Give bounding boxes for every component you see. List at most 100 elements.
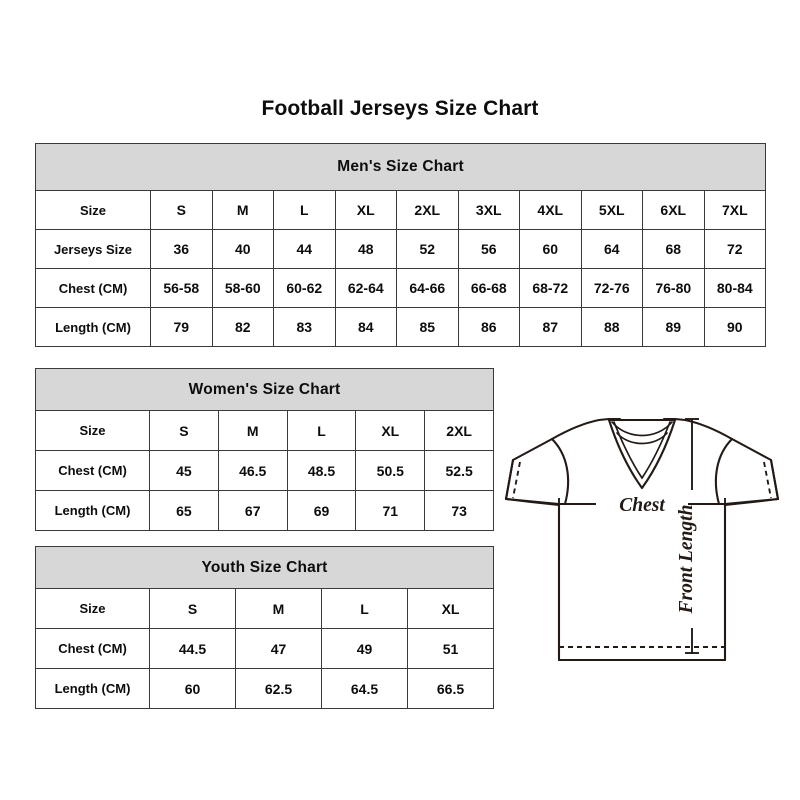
column-header-2xl: 2XL	[396, 190, 459, 230]
column-header-6xl: 6XL	[642, 190, 705, 230]
cell-length-l: 64.5	[321, 668, 408, 709]
cell-length-5xl: 88	[580, 307, 643, 347]
cell-chest-l: 49	[321, 628, 408, 669]
cell-jerseys-size-4xl: 60	[519, 229, 582, 269]
cell-length-7xl: 90	[703, 307, 767, 347]
cell-chest-6xl: 76-80	[642, 268, 705, 308]
row-label-length: Length (CM)	[35, 668, 150, 709]
mens-size-chart-table: Men's Size Chart Size S M L XL 2XL 3XL 4…	[34, 143, 767, 347]
cell-chest-xl: 62-64	[334, 268, 397, 308]
column-header-xl: XL	[334, 190, 397, 230]
cell-jerseys-size-m: 40	[211, 229, 274, 269]
row-label-chest: Chest (CM)	[35, 628, 150, 669]
column-header-l: L	[321, 588, 408, 629]
column-header-xl: XL	[406, 588, 495, 629]
cell-length-xl: 84	[334, 307, 397, 347]
youth-size-chart-table: Youth Size Chart Size S M L XL Chest (CM…	[34, 546, 495, 709]
cell-length-l: 69	[286, 490, 357, 531]
cell-length-3xl: 86	[457, 307, 520, 347]
row-label-length: Length (CM)	[35, 490, 150, 531]
cell-jerseys-size-2xl: 52	[396, 229, 459, 269]
youth-table-caption: Youth Size Chart	[34, 546, 495, 589]
row-label-jerseys-size: Jerseys Size	[35, 229, 151, 269]
cell-jerseys-size-xl: 48	[334, 229, 397, 269]
column-header-xl: XL	[355, 410, 426, 451]
column-header-size: Size	[35, 410, 150, 451]
cell-length-xl: 71	[355, 490, 426, 531]
table-header-row: Size S M L XL 2XL 3XL 4XL 5XL 6XL 7XL	[35, 190, 767, 230]
column-header-3xl: 3XL	[457, 190, 520, 230]
chest-measure-label: Chest	[619, 495, 665, 516]
cell-length-6xl: 89	[642, 307, 705, 347]
womens-table-caption: Women's Size Chart	[34, 368, 495, 411]
cell-jerseys-size-l: 44	[273, 229, 336, 269]
cell-length-2xl: 85	[396, 307, 459, 347]
cell-jerseys-size-3xl: 56	[457, 229, 520, 269]
cell-chest-s: 44.5	[149, 628, 236, 669]
front-length-measure-label: Front Length	[676, 505, 697, 615]
cell-length-4xl: 87	[519, 307, 582, 347]
cell-chest-2xl: 64-66	[396, 268, 459, 308]
cell-length-xl: 66.5	[406, 668, 495, 709]
cell-chest-4xl: 68-72	[519, 268, 582, 308]
page-title: Football Jerseys Size Chart	[261, 97, 539, 120]
column-header-m: M	[217, 410, 288, 451]
table-row: Length (CM) 65 67 69 71 73	[35, 490, 495, 531]
column-header-7xl: 7XL	[703, 190, 767, 230]
column-header-l: L	[286, 410, 357, 451]
column-header-m: M	[235, 588, 322, 629]
cell-chest-xl: 50.5	[355, 450, 426, 491]
cell-length-s: 65	[149, 490, 219, 531]
cell-chest-m: 46.5	[217, 450, 288, 491]
cell-length-l: 83	[273, 307, 336, 347]
cell-length-m: 67	[217, 490, 288, 531]
column-header-size: Size	[35, 190, 151, 230]
table-caption-row: Women's Size Chart	[34, 368, 495, 411]
column-header-s: S	[149, 588, 236, 629]
table-row: Length (CM) 60 62.5 64.5 66.5	[35, 668, 495, 709]
column-header-size: Size	[35, 588, 150, 629]
cell-jerseys-size-s: 36	[150, 229, 213, 269]
cell-length-2xl: 73	[424, 490, 495, 531]
cell-chest-l: 48.5	[286, 450, 357, 491]
column-header-2xl: 2XL	[424, 410, 495, 451]
row-label-chest: Chest (CM)	[35, 450, 150, 491]
table-header-row: Size S M L XL	[35, 588, 495, 629]
table-row: Jerseys Size 36 40 44 48 52 56 60 64 68 …	[35, 229, 767, 269]
cell-chest-5xl: 72-76	[580, 268, 643, 308]
cell-jerseys-size-6xl: 68	[642, 229, 705, 269]
table-caption-row: Youth Size Chart	[34, 546, 495, 589]
row-label-length: Length (CM)	[35, 307, 151, 347]
cell-chest-m: 47	[235, 628, 322, 669]
cell-length-s: 60	[149, 668, 236, 709]
cell-chest-l: 60-62	[273, 268, 336, 308]
mens-table-caption: Men's Size Chart	[34, 143, 767, 191]
column-header-l: L	[273, 190, 336, 230]
table-row: Length (CM) 79 82 83 84 85 86 87 88 89 9…	[35, 307, 767, 347]
table-row: Chest (CM) 44.5 47 49 51	[35, 628, 495, 669]
cell-chest-7xl: 80-84	[703, 268, 767, 308]
column-header-s: S	[149, 410, 219, 451]
cell-chest-m: 58-60	[211, 268, 274, 308]
cell-chest-xl: 51	[406, 628, 495, 669]
table-row: Chest (CM) 45 46.5 48.5 50.5 52.5	[35, 450, 495, 491]
column-header-m: M	[211, 190, 274, 230]
column-header-s: S	[150, 190, 213, 230]
table-row: Chest (CM) 56-58 58-60 60-62 62-64 64-66…	[35, 268, 767, 308]
cell-jerseys-size-7xl: 72	[703, 229, 767, 269]
table-header-row: Size S M L XL 2XL	[35, 410, 495, 451]
cell-jerseys-size-5xl: 64	[580, 229, 643, 269]
table-caption-row: Men's Size Chart	[34, 143, 767, 191]
cell-chest-s: 45	[149, 450, 219, 491]
jersey-measurement-diagram: Chest Front Length	[496, 398, 788, 698]
row-label-chest: Chest (CM)	[35, 268, 151, 308]
cell-chest-3xl: 66-68	[457, 268, 520, 308]
womens-size-chart-table: Women's Size Chart Size S M L XL 2XL Che…	[34, 368, 495, 531]
cell-length-s: 79	[150, 307, 213, 347]
cell-length-m: 62.5	[235, 668, 322, 709]
cell-chest-s: 56-58	[150, 268, 213, 308]
cell-length-m: 82	[211, 307, 274, 347]
cell-chest-2xl: 52.5	[424, 450, 495, 491]
column-header-5xl: 5XL	[580, 190, 643, 230]
